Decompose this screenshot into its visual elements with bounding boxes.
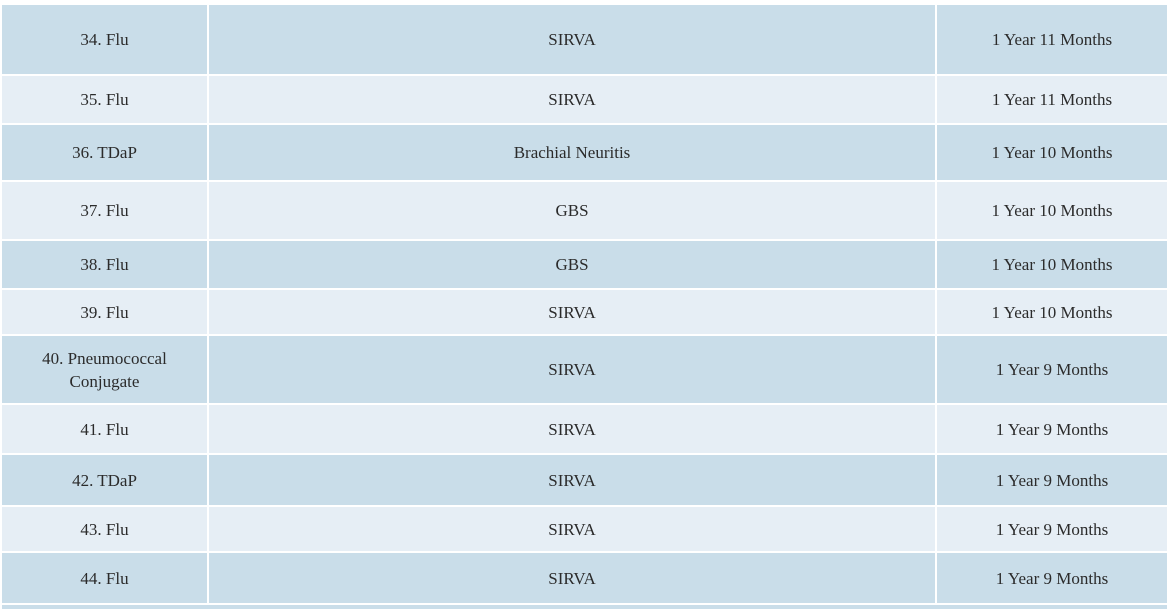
table-row: 42. TDaP SIRVA 1 Year 9 Months [0,455,1167,505]
table-row: 41. Flu SIRVA 1 Year 9 Months [0,405,1167,453]
table-cell: SIRVA [209,76,935,123]
table-cell: SIRVA [209,5,935,74]
table-cell: GBS [209,241,935,288]
table-cell: 39. Flu [2,290,207,334]
table-cell: 37. Flu [2,182,207,239]
table-cell: GBS [209,182,935,239]
table-cell: SIRVA [209,405,935,453]
table-cell: 36. TDaP [2,125,207,180]
table-row-edge [2,605,1167,609]
table-row: 43. Flu SIRVA 1 Year 9 Months [0,507,1167,551]
table-cell: 1 Year 11 Months [937,5,1167,74]
table-cell: SIRVA [209,507,935,551]
table-cell: 40. Pneumococcal Conjugate [2,336,207,403]
table-cell: SIRVA [209,553,935,603]
table-cell: 42. TDaP [2,455,207,505]
table-row: 44. Flu SIRVA 1 Year 9 Months [0,553,1167,603]
table-row: 37. Flu GBS 1 Year 10 Months [0,182,1167,239]
table-cell: Brachial Neuritis [209,125,935,180]
table-cell: 43. Flu [2,507,207,551]
table-cell: 41. Flu [2,405,207,453]
table-row: 35. Flu SIRVA 1 Year 11 Months [0,76,1167,123]
table-row: 34. Flu SIRVA 1 Year 11 Months [0,5,1167,74]
table-cell: 1 Year 9 Months [937,553,1167,603]
table-cell: 1 Year 11 Months [937,76,1167,123]
table-cell: SIRVA [209,290,935,334]
table: 34. Flu SIRVA 1 Year 11 Months 35. Flu SIRVA… [0,5,1167,609]
table-cell: 44. Flu [2,553,207,603]
table-cell: 1 Year 9 Months [937,405,1167,453]
table-row: 38. Flu GBS 1 Year 10 Months [0,241,1167,288]
table-cell: 34. Flu [2,5,207,74]
table-cell: 1 Year 9 Months [937,336,1167,403]
table-row: 39. Flu SIRVA 1 Year 10 Months [0,290,1167,334]
table-cell: 1 Year 10 Months [937,182,1167,239]
table-cell: 1 Year 9 Months [937,455,1167,505]
table-cell: 1 Year 10 Months [937,125,1167,180]
table-cell: SIRVA [209,455,935,505]
table-row: 36. TDaP Brachial Neuritis 1 Year 10 Month… [0,125,1167,180]
table-cell: SIRVA [209,336,935,403]
table-cell: 1 Year 9 Months [937,507,1167,551]
table-cell: 1 Year 10 Months [937,241,1167,288]
table-cell: 38. Flu [2,241,207,288]
table-cell: 35. Flu [2,76,207,123]
table-row: 40. Pneumococcal Conjugate SIRVA 1 Year 9 … [0,336,1167,403]
table-cell: 1 Year 10 Months [937,290,1167,334]
